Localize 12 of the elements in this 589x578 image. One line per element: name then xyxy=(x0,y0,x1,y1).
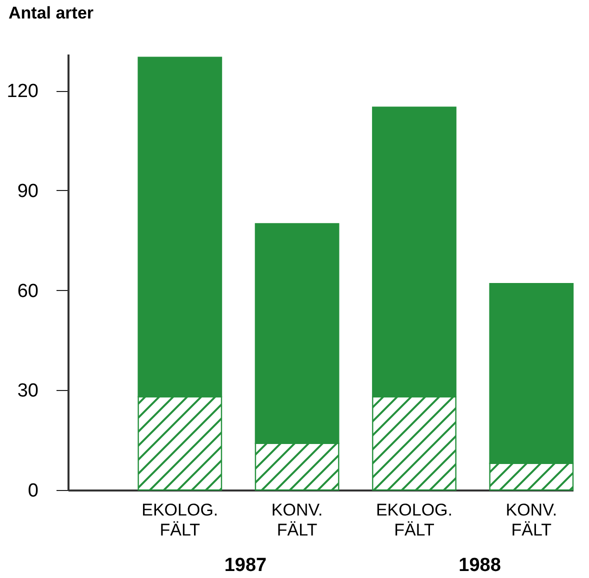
y-tick-label: 120 xyxy=(6,81,38,102)
x-tick-label: EKOLOG. FÄLT xyxy=(376,500,452,540)
text: 1988 xyxy=(458,555,501,576)
y-tick-label: 60 xyxy=(17,280,38,302)
y-tick-label: 30 xyxy=(17,380,38,402)
y-tick-label: 90 xyxy=(17,180,38,202)
y-tick-label: 0 xyxy=(28,480,38,502)
x-tick-label: KONV. FÄLT xyxy=(506,500,558,540)
x-tick-label: EKOLOG. FÄLT xyxy=(142,500,218,540)
text: 1987 xyxy=(224,555,267,576)
y-axis-title: Antal arter xyxy=(8,4,94,22)
x-tick-label: KONV. FÄLT xyxy=(271,500,323,540)
